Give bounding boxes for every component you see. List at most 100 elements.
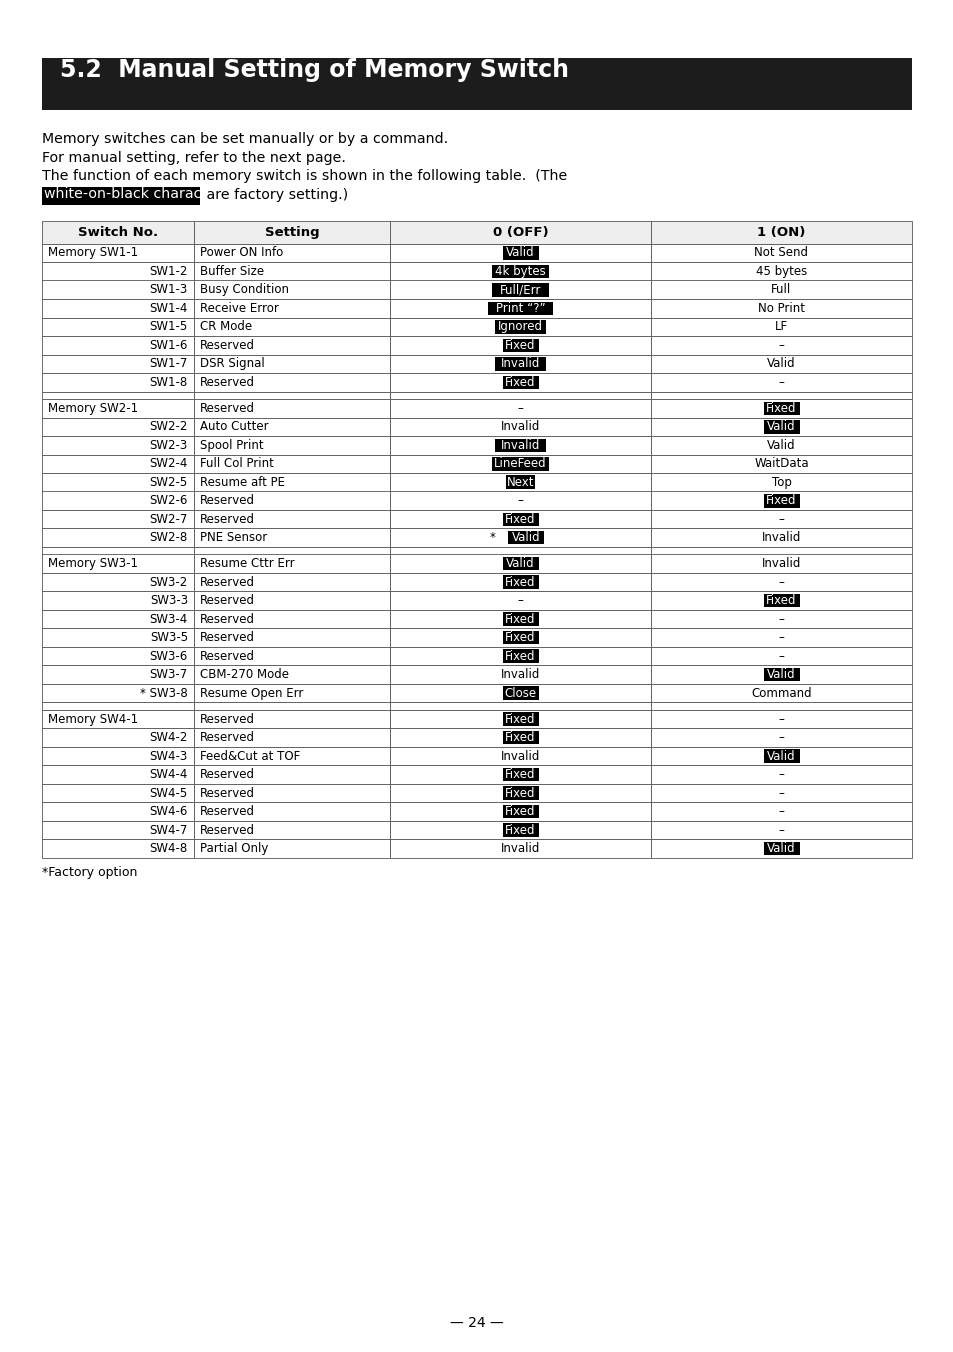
Bar xyxy=(650,435,911,454)
Bar xyxy=(502,512,537,526)
Text: are factory setting.): are factory setting.) xyxy=(202,188,348,201)
Bar xyxy=(650,684,911,703)
Text: Partial Only: Partial Only xyxy=(200,842,268,856)
Text: Valid: Valid xyxy=(506,246,535,260)
Bar xyxy=(193,337,390,354)
Bar xyxy=(42,573,193,591)
Bar xyxy=(488,301,553,315)
Text: Reserved: Reserved xyxy=(200,631,254,645)
Text: Buffer Size: Buffer Size xyxy=(200,265,264,277)
Bar xyxy=(390,473,650,492)
Bar xyxy=(193,648,390,665)
Text: Valid: Valid xyxy=(766,420,795,433)
Bar xyxy=(42,473,193,492)
Bar xyxy=(193,765,390,784)
Bar xyxy=(193,665,390,684)
Text: 0 (OFF): 0 (OFF) xyxy=(492,226,548,239)
Text: Close: Close xyxy=(504,687,536,700)
Text: Fixed: Fixed xyxy=(505,631,536,645)
Bar xyxy=(42,821,193,840)
Bar xyxy=(193,748,390,765)
Bar xyxy=(193,220,390,243)
Text: Valid: Valid xyxy=(766,842,795,856)
Text: –: – xyxy=(778,339,783,352)
Text: For manual setting, refer to the next page.: For manual setting, refer to the next pa… xyxy=(42,150,346,165)
Bar xyxy=(193,554,390,573)
Text: Valid: Valid xyxy=(506,557,535,571)
Bar xyxy=(42,454,193,473)
Bar xyxy=(42,629,193,648)
Bar xyxy=(495,438,545,452)
Bar xyxy=(390,354,650,373)
Bar xyxy=(762,594,799,607)
Bar xyxy=(650,392,911,399)
Bar xyxy=(42,729,193,748)
Text: Not Send: Not Send xyxy=(754,246,807,260)
Bar xyxy=(650,548,911,554)
Text: Invalid: Invalid xyxy=(761,531,801,545)
Bar xyxy=(390,492,650,510)
Bar xyxy=(42,418,193,435)
Text: SW4-4: SW4-4 xyxy=(150,768,188,781)
Bar xyxy=(502,713,537,726)
Bar xyxy=(502,576,537,589)
Text: Fixed: Fixed xyxy=(505,787,536,800)
Text: Resume Open Err: Resume Open Err xyxy=(200,687,303,700)
Bar xyxy=(650,318,911,337)
Bar xyxy=(650,629,911,648)
Text: Fixed: Fixed xyxy=(505,806,536,818)
Text: Memory SW2-1: Memory SW2-1 xyxy=(48,402,138,415)
Bar xyxy=(390,710,650,729)
Text: Reserved: Reserved xyxy=(200,339,254,352)
Bar xyxy=(42,399,193,418)
Text: Fixed: Fixed xyxy=(765,402,796,415)
Bar xyxy=(390,454,650,473)
Bar xyxy=(193,318,390,337)
Bar xyxy=(390,392,650,399)
Bar xyxy=(390,529,650,548)
Text: Reserved: Reserved xyxy=(200,576,254,588)
Bar xyxy=(390,337,650,354)
Text: –: – xyxy=(778,612,783,626)
Bar xyxy=(650,765,911,784)
Text: Memory SW4-1: Memory SW4-1 xyxy=(48,713,138,726)
Text: Memory SW3-1: Memory SW3-1 xyxy=(48,557,138,571)
Text: Invalid: Invalid xyxy=(500,439,539,452)
Bar xyxy=(650,710,911,729)
Bar xyxy=(390,220,650,243)
Text: SW4-8: SW4-8 xyxy=(150,842,188,856)
Bar xyxy=(193,392,390,399)
Bar xyxy=(650,454,911,473)
Bar xyxy=(193,629,390,648)
Text: Invalid: Invalid xyxy=(500,668,539,681)
Bar xyxy=(42,548,193,554)
Bar xyxy=(650,703,911,710)
Text: Memory SW1-1: Memory SW1-1 xyxy=(48,246,138,260)
Text: Reserved: Reserved xyxy=(200,512,254,526)
Bar xyxy=(390,299,650,318)
Text: –: – xyxy=(778,650,783,662)
Bar xyxy=(502,338,537,352)
Bar xyxy=(193,262,390,280)
Bar xyxy=(390,591,650,610)
Text: Top: Top xyxy=(771,476,791,489)
Bar xyxy=(390,243,650,262)
Bar xyxy=(390,629,650,648)
Text: Fixed: Fixed xyxy=(765,595,796,607)
Text: Next: Next xyxy=(506,476,534,489)
Text: Valid: Valid xyxy=(766,750,795,763)
Bar xyxy=(193,454,390,473)
Bar xyxy=(762,668,799,681)
Text: Fixed: Fixed xyxy=(765,495,796,507)
Bar xyxy=(502,787,537,800)
Text: 5.2  Manual Setting of Memory Switch: 5.2 Manual Setting of Memory Switch xyxy=(60,58,568,82)
Bar xyxy=(42,373,193,392)
Bar xyxy=(390,435,650,454)
Text: Reserved: Reserved xyxy=(200,376,254,389)
Bar xyxy=(193,473,390,492)
Bar xyxy=(193,299,390,318)
Bar xyxy=(42,243,193,262)
Bar xyxy=(762,402,799,415)
Bar xyxy=(42,803,193,821)
Bar xyxy=(193,529,390,548)
